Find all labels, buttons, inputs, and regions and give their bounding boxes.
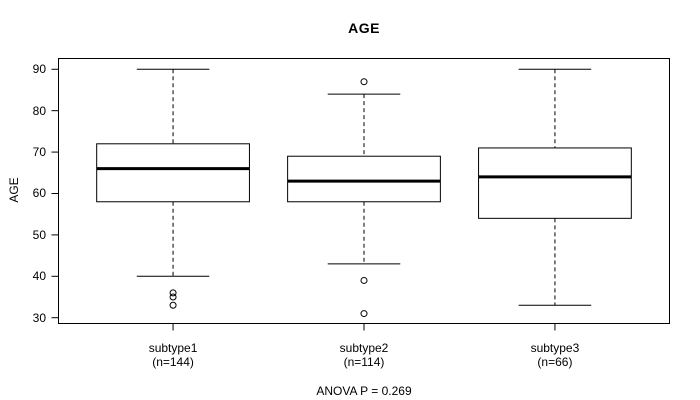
group-sublabel: (n=66) — [537, 355, 573, 369]
y-tick-label: 60 — [32, 186, 46, 201]
chart-title: AGE — [348, 20, 380, 36]
outlier-point — [360, 78, 368, 86]
y-tick-label: 50 — [32, 227, 46, 242]
anova-annotation: ANOVA P = 0.269 — [316, 384, 412, 398]
outlier-point — [169, 293, 177, 301]
group-label: subtype2 — [339, 341, 389, 355]
y-tick-label: 90 — [32, 62, 46, 77]
outlier-point — [169, 301, 177, 309]
y-tick-label: 40 — [32, 269, 46, 284]
outlier-point — [360, 310, 368, 318]
y-tick-label: 80 — [32, 103, 46, 118]
y-tick-label: 70 — [32, 145, 46, 160]
y-tick-label: 30 — [32, 310, 46, 325]
outlier-point — [360, 276, 368, 284]
group-label: subtype3 — [530, 341, 580, 355]
outlier-point — [169, 289, 177, 297]
group-label: subtype1 — [148, 341, 198, 355]
group-sublabel: (n=114) — [343, 355, 385, 369]
iqr-box — [287, 155, 441, 203]
iqr-box — [478, 147, 632, 219]
iqr-box — [96, 143, 250, 203]
group-sublabel: (n=144) — [152, 355, 194, 369]
